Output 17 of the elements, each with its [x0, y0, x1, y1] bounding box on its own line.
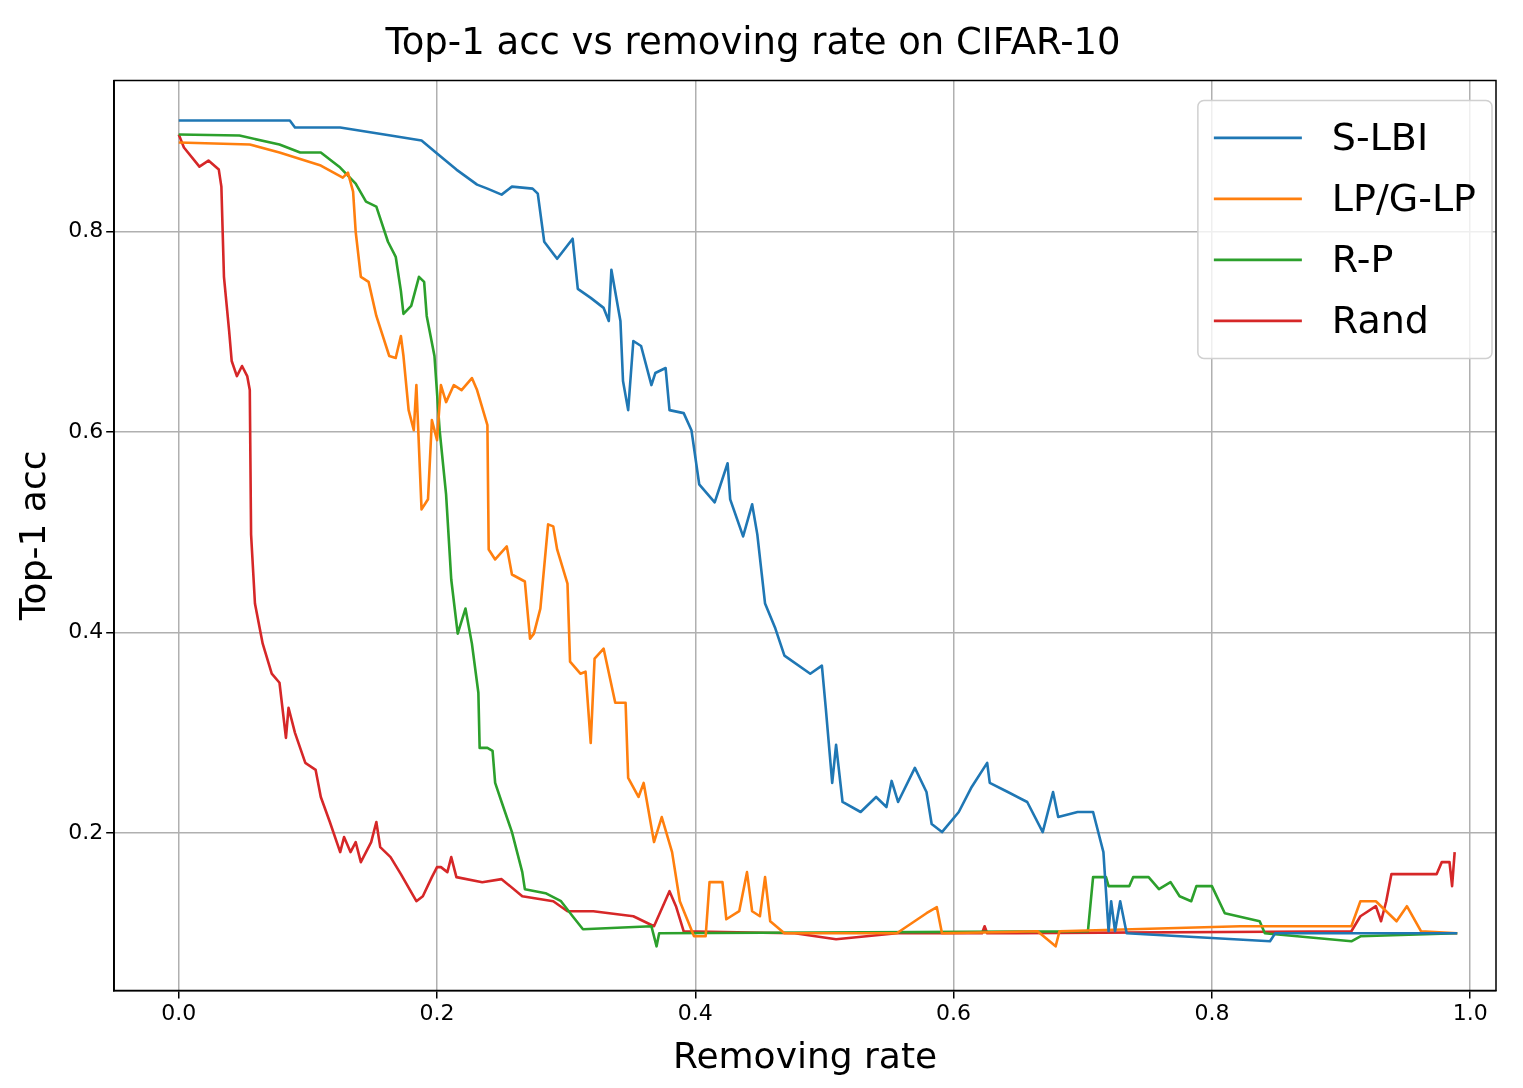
- y-tick-label: 0.2: [68, 818, 104, 844]
- legend-label: Rand: [1331, 297, 1429, 342]
- x-tick-label: 0.0: [161, 1000, 197, 1026]
- y-tick-label: 0.4: [68, 618, 104, 644]
- legend-label: R-P: [1331, 236, 1394, 281]
- legend-label: S-LBI: [1331, 114, 1429, 159]
- x-axis-title: Removing rate: [673, 1034, 938, 1076]
- x-tick-label: 0.2: [419, 1000, 455, 1026]
- x-tick-label: 0.8: [1194, 1000, 1230, 1026]
- chart-title: Top-1 acc vs removing rate on CIFAR-10: [384, 19, 1121, 63]
- y-axis-title: Top-1 acc: [11, 450, 53, 622]
- y-tick-label: 0.8: [68, 217, 104, 243]
- x-tick-label: 1.0: [1452, 1000, 1488, 1026]
- x-tick-label: 0.6: [936, 1000, 972, 1026]
- x-tick-label: 0.4: [677, 1000, 713, 1026]
- y-tick-label: 0.6: [68, 417, 104, 443]
- legend-label: LP/G-LP: [1331, 175, 1477, 220]
